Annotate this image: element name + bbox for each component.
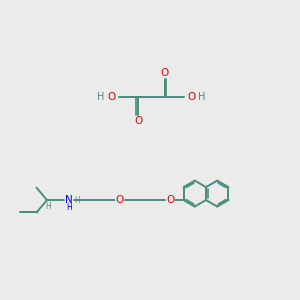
Text: O: O xyxy=(166,195,174,205)
Text: H: H xyxy=(198,92,206,102)
Text: H: H xyxy=(74,196,80,205)
Text: H: H xyxy=(46,202,51,211)
Text: O: O xyxy=(107,92,116,102)
Text: N: N xyxy=(65,195,73,205)
Text: H: H xyxy=(66,203,72,212)
Text: O: O xyxy=(188,92,196,102)
Text: O: O xyxy=(116,195,124,205)
Text: O: O xyxy=(160,68,169,78)
Text: H: H xyxy=(97,92,104,102)
Text: O: O xyxy=(134,116,142,126)
